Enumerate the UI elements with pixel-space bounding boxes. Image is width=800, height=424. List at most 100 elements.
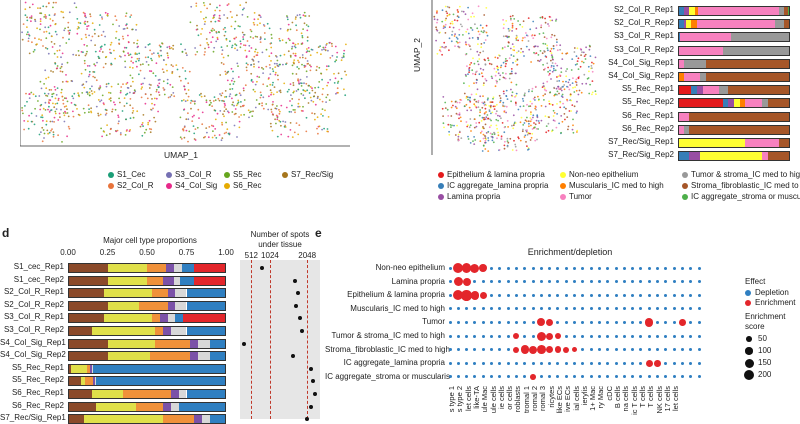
- umap-point: [163, 93, 166, 96]
- depletion-dot: [514, 293, 518, 297]
- umap-point: [85, 16, 87, 19]
- depletion-dot: [647, 293, 651, 297]
- umap-point: [314, 118, 316, 121]
- umap-point: [285, 106, 288, 109]
- umap-point: [91, 85, 93, 88]
- umap-point: [44, 47, 47, 49]
- depletion-dot: [672, 320, 676, 324]
- umap-point: [453, 35, 456, 37]
- umap-point: [200, 92, 202, 95]
- effect-legend-label: Enrichment: [755, 298, 796, 307]
- umap-point: [214, 99, 217, 102]
- umap-point: [533, 122, 535, 124]
- umap-point: [88, 94, 91, 97]
- umap-point: [262, 72, 264, 74]
- umap-point: [88, 73, 91, 76]
- umap-point: [149, 49, 152, 52]
- umap-point: [75, 6, 78, 9]
- umap-point: [289, 56, 292, 58]
- umap-point: [28, 34, 31, 37]
- umap-point: [447, 14, 450, 16]
- umap-point: [172, 44, 175, 47]
- umap-point: [94, 76, 96, 79]
- umap-point: [204, 20, 207, 23]
- umap-point: [495, 110, 498, 113]
- umap-point: [136, 110, 139, 113]
- umap-point: [308, 92, 311, 94]
- umap-point: [446, 15, 449, 17]
- umap-point: [480, 72, 483, 75]
- umap-point: [137, 59, 140, 62]
- umap-point: [233, 80, 236, 83]
- umap-point: [530, 113, 532, 115]
- enrichment-dot: [546, 318, 554, 326]
- umap-point: [42, 5, 45, 8]
- umap-point: [93, 91, 96, 93]
- depletion-dot: [614, 348, 618, 352]
- umap-point: [298, 105, 301, 108]
- umap-point: [511, 149, 514, 151]
- umap-point: [278, 112, 281, 115]
- umap-point: [584, 58, 587, 60]
- depletion-dot: [514, 320, 518, 324]
- stacked-bar-segment: [175, 288, 187, 299]
- umap-point: [240, 114, 243, 116]
- umap-point: [45, 94, 47, 97]
- umap-point: [28, 6, 31, 9]
- umap-point: [54, 97, 57, 100]
- umap-point: [62, 112, 65, 114]
- umap-point: [565, 75, 568, 78]
- umap-point: [119, 132, 122, 134]
- depletion-dot: [490, 266, 493, 270]
- umap-point: [480, 120, 483, 122]
- umap-point: [129, 98, 132, 100]
- umap-point: [52, 135, 55, 138]
- umap-by-domain-plot: [431, 0, 597, 155]
- umap-point: [139, 125, 142, 128]
- umap-point: [458, 139, 460, 142]
- umap-point: [224, 104, 227, 106]
- umap-point: [169, 47, 171, 50]
- enrichment-dot: [546, 346, 554, 354]
- umap-point: [305, 116, 308, 119]
- umap-point: [31, 3, 34, 6]
- umap-point: [528, 122, 530, 125]
- umap-point: [473, 126, 476, 129]
- depletion-dot: [465, 361, 469, 365]
- umap-point: [109, 133, 111, 135]
- umap-point: [227, 132, 230, 135]
- depletion-dot: [697, 348, 701, 352]
- umap-point: [132, 116, 135, 119]
- umap-point: [61, 70, 64, 73]
- stacked-bar-segment: [178, 389, 187, 399]
- depletion-dot: [523, 361, 527, 365]
- umap-point: [166, 54, 169, 57]
- umap-point: [293, 131, 296, 134]
- stacked-bar-segment: [68, 376, 81, 387]
- stacked-bar-segment: [86, 363, 91, 374]
- umap-point: [451, 34, 453, 36]
- umap-point: [100, 45, 103, 48]
- depletion-dot: [589, 375, 593, 379]
- umap-point: [108, 91, 110, 94]
- enrichment-dot: [513, 333, 520, 339]
- stacked-bar-segment: [767, 98, 790, 109]
- enrichment-row-label: Tumor: [422, 317, 445, 327]
- umap-point: [506, 137, 509, 140]
- umap-point: [305, 130, 308, 133]
- stacked-bar-segment: [685, 19, 692, 30]
- umap-point: [471, 29, 474, 31]
- umap-point: [102, 66, 105, 69]
- umap-point: [453, 124, 455, 127]
- umap-point: [537, 120, 540, 122]
- umap-point: [291, 45, 294, 48]
- umap-point: [462, 34, 464, 36]
- umap-point: [500, 117, 502, 120]
- umap-point: [245, 69, 248, 72]
- umap-point: [47, 101, 50, 104]
- umap-point: [197, 108, 200, 111]
- umap-point: [48, 105, 50, 108]
- umap-point: [102, 30, 105, 33]
- bar-category-label: S7_Rec/Sig_Rep1: [608, 137, 674, 146]
- depletion-dot: [672, 375, 676, 379]
